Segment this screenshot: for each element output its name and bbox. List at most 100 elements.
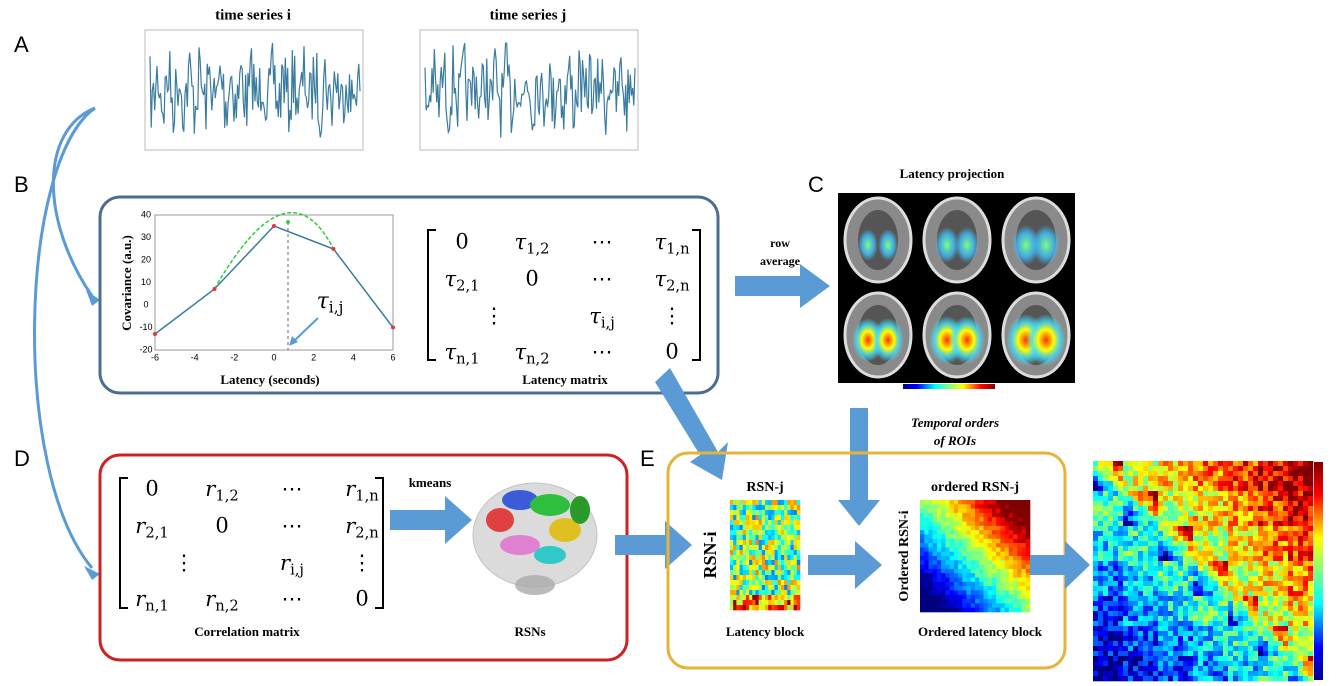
cell [771, 525, 774, 530]
cell [1303, 496, 1308, 501]
cell [1153, 541, 1158, 546]
cell [1178, 551, 1183, 556]
cell [1223, 606, 1228, 611]
cell [937, 539, 942, 544]
cell [1273, 476, 1278, 481]
cell [1228, 566, 1233, 571]
cell [1098, 621, 1103, 626]
cell [1118, 516, 1123, 521]
cell [979, 582, 984, 587]
cell [1268, 671, 1273, 676]
cell [1103, 591, 1108, 596]
cell [1017, 547, 1022, 552]
cell [762, 560, 765, 565]
cell [1098, 521, 1103, 526]
cell [1017, 513, 1022, 518]
cell [1228, 626, 1233, 631]
cell [1183, 481, 1188, 486]
cell [733, 505, 736, 510]
cell [1138, 541, 1143, 546]
cell [736, 530, 739, 535]
cell [954, 590, 959, 595]
cell [1218, 671, 1223, 676]
cell [1158, 626, 1163, 631]
cell [762, 530, 765, 535]
cell [749, 570, 752, 575]
cell [1138, 616, 1143, 621]
cell [1228, 596, 1233, 601]
cell [1178, 596, 1183, 601]
cell [1233, 531, 1238, 536]
cell [1128, 646, 1133, 651]
cell [1298, 566, 1303, 571]
cell [1273, 551, 1278, 556]
cell [1168, 511, 1173, 516]
cell [1278, 571, 1283, 576]
cell [1198, 611, 1203, 616]
cell [1308, 466, 1313, 471]
cell [1193, 636, 1198, 641]
cell [1198, 481, 1203, 486]
cell [1000, 509, 1005, 514]
cell [954, 586, 959, 591]
cell [992, 543, 997, 548]
cell [755, 520, 758, 525]
cell [1133, 591, 1138, 596]
cell [1303, 526, 1308, 531]
cell [746, 550, 749, 555]
cell [937, 578, 942, 583]
cell [1098, 656, 1103, 661]
cell [1283, 666, 1288, 671]
cell [1098, 501, 1103, 506]
network [486, 508, 514, 532]
cell [1158, 671, 1163, 676]
cell [1283, 601, 1288, 606]
cell [1248, 591, 1253, 596]
cell [1158, 461, 1163, 466]
cell [1268, 521, 1273, 526]
cell [1243, 666, 1248, 671]
cell [1298, 636, 1303, 641]
cell [790, 600, 793, 605]
cell [736, 605, 739, 610]
cell [1143, 471, 1148, 476]
cell [1278, 666, 1283, 671]
cell [1293, 501, 1298, 506]
cell [1198, 616, 1203, 621]
cell [1098, 561, 1103, 566]
cell [1248, 581, 1253, 586]
cell [1163, 591, 1168, 596]
cell [1253, 546, 1258, 551]
cell [762, 575, 765, 580]
cell [1000, 603, 1005, 608]
cell [1098, 576, 1103, 581]
cell [1005, 526, 1010, 531]
cell [1268, 531, 1273, 536]
cell [1133, 481, 1138, 486]
cell [787, 605, 790, 610]
cell [797, 550, 800, 555]
cell [1173, 646, 1178, 651]
cell [1238, 616, 1243, 621]
cell [1308, 611, 1313, 616]
cell [1000, 543, 1005, 548]
cell [787, 600, 790, 605]
cell [933, 603, 938, 608]
cell [746, 575, 749, 580]
cell [1188, 606, 1193, 611]
cell [920, 522, 925, 527]
cell [752, 570, 755, 575]
cell [971, 578, 976, 583]
cell [1238, 646, 1243, 651]
cell [933, 556, 938, 561]
cell [1293, 481, 1298, 486]
cell [937, 586, 942, 591]
cell [1000, 560, 1005, 565]
cell [1128, 531, 1133, 536]
cell [920, 509, 925, 514]
cell [1203, 536, 1208, 541]
cell [1233, 566, 1238, 571]
cell [1243, 606, 1248, 611]
cell [979, 608, 984, 613]
cell [1218, 471, 1223, 476]
